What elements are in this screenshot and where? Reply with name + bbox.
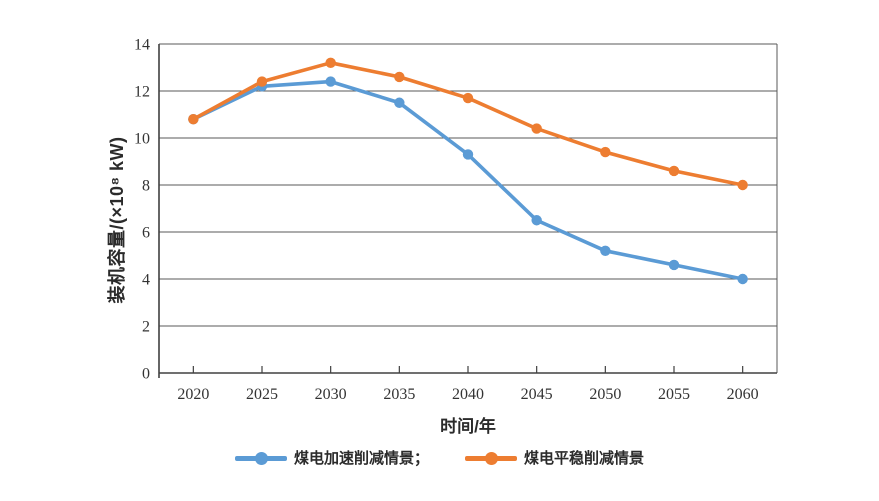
plot-area: 0 2 4 6 8 10 12 14 2020 2025 2030 2035 2040 2045 2050 2… [134, 37, 778, 403]
svg-text:2030: 2030 [315, 386, 347, 403]
svg-text:2045: 2045 [521, 386, 553, 403]
legend-item-accelerated-scenario: 煤电加速削减情景； [234, 447, 429, 468]
legend-label-steady-scenario: 煤电平稳削减情景 [524, 450, 645, 467]
svg-text:2060: 2060 [727, 386, 759, 403]
svg-text:6: 6 [142, 225, 150, 242]
legend-label-accelerated-scenario: 煤电加速削减情景； [293, 450, 429, 467]
svg-text:12: 12 [134, 84, 150, 101]
legend-item-steady-scenario: 煤电平稳削减情景 [465, 447, 644, 468]
x-axis-title: 时间/年 [440, 417, 496, 436]
svg-text:2035: 2035 [383, 386, 415, 403]
svg-text:2050: 2050 [589, 386, 621, 403]
svg-text:2020: 2020 [177, 386, 209, 403]
svg-text:2055: 2055 [658, 386, 690, 403]
legend: 煤电加速削减情景； 煤电平稳削减情景 [0, 447, 879, 468]
legend-line-marker-icon [234, 451, 287, 465]
svg-text:10: 10 [134, 131, 150, 148]
svg-text:2: 2 [142, 319, 150, 336]
y-axis-title: 装机容量/(×10⁸ kW) [107, 136, 127, 304]
svg-text:0: 0 [142, 366, 150, 383]
svg-text:2025: 2025 [246, 386, 278, 403]
svg-text:8: 8 [142, 178, 150, 195]
svg-text:14: 14 [134, 37, 150, 54]
svg-text:4: 4 [142, 272, 150, 289]
svg-text:2040: 2040 [452, 386, 484, 403]
legend-line-marker-icon [465, 451, 517, 465]
